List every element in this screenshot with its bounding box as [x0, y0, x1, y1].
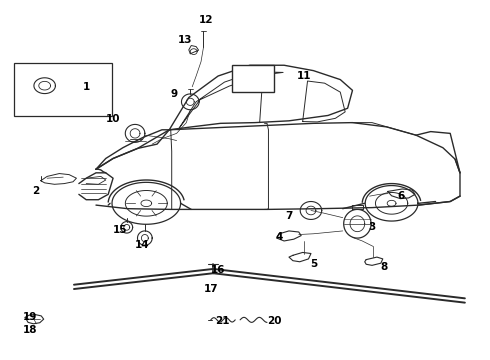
Text: 9: 9: [171, 89, 178, 99]
Text: 7: 7: [285, 211, 293, 221]
Text: 18: 18: [23, 325, 37, 335]
Text: 17: 17: [203, 284, 218, 294]
Text: 5: 5: [310, 259, 317, 269]
Text: 19: 19: [23, 312, 37, 322]
Text: 11: 11: [296, 71, 311, 81]
Text: 3: 3: [368, 222, 376, 232]
Text: 8: 8: [381, 262, 388, 272]
Text: 14: 14: [135, 239, 150, 249]
FancyBboxPatch shape: [14, 63, 112, 116]
Text: 16: 16: [211, 265, 225, 275]
Text: 20: 20: [267, 316, 282, 325]
Text: 21: 21: [215, 316, 229, 325]
Text: 13: 13: [178, 35, 193, 45]
FancyBboxPatch shape: [232, 64, 274, 92]
Text: 12: 12: [198, 15, 213, 26]
Text: 10: 10: [106, 114, 121, 124]
Text: 1: 1: [83, 82, 90, 92]
Text: 6: 6: [398, 191, 405, 201]
Text: 15: 15: [113, 225, 128, 235]
Text: 2: 2: [32, 186, 40, 196]
Text: 4: 4: [275, 232, 283, 242]
